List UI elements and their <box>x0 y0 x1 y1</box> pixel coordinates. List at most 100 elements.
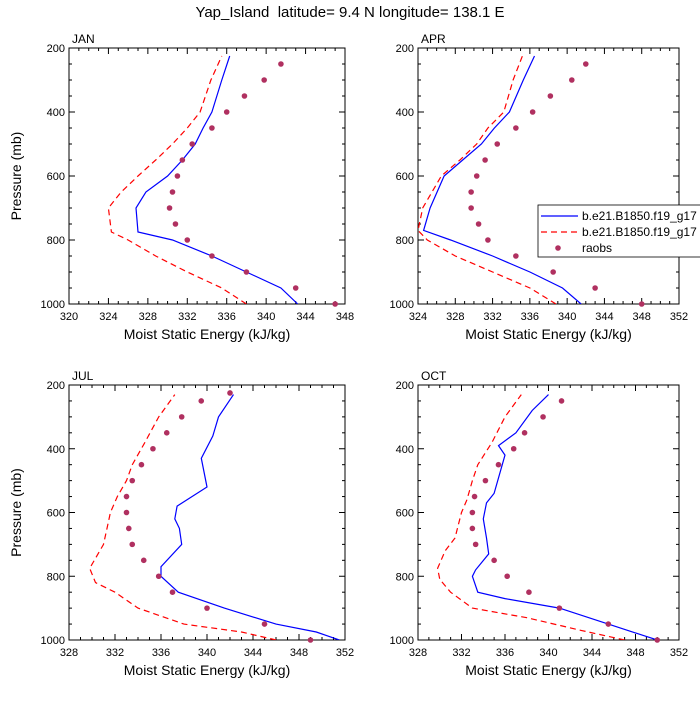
panel-oct: 328 332 336 340 344 348 352 200 400 600 800 1000 OCT… <box>390 369 689 678</box>
raobs-point <box>261 77 267 83</box>
y-axis-label: Pressure (mb) <box>8 132 24 221</box>
panel-label: JUL <box>72 369 94 383</box>
x-axis-label: Moist Static Energy (kJ/kg) <box>465 326 632 342</box>
x-tick-label: 324 <box>99 311 117 323</box>
x-tick-label: 332 <box>483 311 501 323</box>
raobs-point <box>485 237 491 243</box>
series-line-solid <box>135 55 299 304</box>
legend-box <box>537 204 700 258</box>
raobs-point <box>169 589 176 595</box>
raobs-point <box>495 461 502 468</box>
raobs-point <box>469 509 476 516</box>
y-tick-label: 800 <box>47 571 65 583</box>
raobs-point <box>468 205 474 211</box>
raobs-point <box>123 509 130 516</box>
y-tick-label: 1000 <box>41 299 65 311</box>
x-axis-label: Moist Static Energy (kJ/kg) <box>124 326 291 342</box>
figure-title: Yap_Island latitude= 9.4 N longitude= 13… <box>195 4 505 21</box>
raobs-point <box>654 637 661 643</box>
raobs-point <box>526 589 532 595</box>
raobs-point <box>261 621 268 627</box>
raobs-point <box>209 253 215 259</box>
raobs-point <box>513 253 519 259</box>
y-tick-label: 800 <box>47 235 65 247</box>
raobs-point <box>556 605 563 611</box>
raobs-point <box>521 430 528 436</box>
raobs-point <box>223 109 230 115</box>
raobs-point <box>166 205 173 211</box>
legend: b.e21.B1850.f19_g17 b.e21.B1850.f19_g17ra… <box>537 204 700 258</box>
x-tick-label: 336 <box>218 311 236 323</box>
raobs-point <box>469 525 476 532</box>
y-tick-label: 600 <box>396 508 414 520</box>
raobs-point <box>243 269 250 275</box>
y-tick-label: 600 <box>396 171 414 183</box>
raobs-point <box>184 237 191 243</box>
y-tick-label: 600 <box>47 171 65 183</box>
raobs-point <box>129 541 136 548</box>
x-tick-label: 352 <box>670 311 688 323</box>
raobs-point <box>189 141 196 147</box>
y-tick-label: 1000 <box>390 635 414 647</box>
x-tick-label: 320 <box>60 311 78 323</box>
raobs-point <box>227 390 233 396</box>
raobs-point <box>471 493 478 500</box>
y-tick-label: 1000 <box>41 635 65 647</box>
x-tick-label: 340 <box>257 311 275 323</box>
raobs-point <box>129 477 136 484</box>
series-line-dashed <box>89 394 277 640</box>
panel-label: APR <box>421 32 446 46</box>
series-line-solid <box>471 394 658 640</box>
plot-frame <box>417 47 680 305</box>
x-tick-label: 348 <box>336 311 354 323</box>
raobs-point <box>638 301 645 307</box>
raobs-point <box>605 621 612 627</box>
y-tick-label: 400 <box>396 444 414 456</box>
series-line-dashed <box>418 55 557 304</box>
x-tick-label: 328 <box>446 311 464 323</box>
series-line-solid <box>422 55 582 304</box>
x-tick-label: 352 <box>670 647 688 659</box>
raobs-point <box>155 573 162 580</box>
y-tick-label: 1000 <box>390 299 414 311</box>
raobs-point <box>332 301 338 307</box>
raobs-point <box>558 398 565 404</box>
x-tick-label: 332 <box>106 647 124 659</box>
raobs-point <box>491 557 497 564</box>
raobs-point <box>473 173 480 179</box>
y-tick-label: 800 <box>396 235 414 247</box>
raobs-point <box>482 477 489 484</box>
raobs-point <box>204 605 210 611</box>
raobs-point <box>126 525 132 532</box>
plot-frame <box>68 47 346 305</box>
y-tick-label: 400 <box>47 444 65 456</box>
panel-apr: 324 328 332 336 340 344 348 352 200 400 600 800 1000… <box>390 32 689 342</box>
raobs-point <box>529 109 536 115</box>
raobs-point <box>482 157 488 163</box>
panel-label: OCT <box>421 369 447 383</box>
raobs-point <box>307 637 314 643</box>
x-tick-label: 348 <box>290 647 308 659</box>
raobs-point <box>138 461 145 468</box>
panel-jan: 320 324 328 332 336 340 344 348 200 400 600 800 1000… <box>8 32 354 342</box>
x-tick-label: 340 <box>539 647 557 659</box>
panel-label: JAN <box>72 32 95 46</box>
panel-jul: 328 332 336 340 344 348 352 200 400 600 800 1000 JUL… <box>8 369 354 678</box>
raobs-point <box>163 430 170 436</box>
raobs-point <box>540 414 546 420</box>
y-tick-label: 200 <box>47 43 65 55</box>
x-tick-label: 348 <box>626 647 644 659</box>
raobs-point <box>510 445 517 452</box>
legend-label: raobs <box>582 241 612 255</box>
series-line-dashed <box>436 394 625 640</box>
x-tick-label: 344 <box>296 311 314 323</box>
x-tick-label: 344 <box>595 311 613 323</box>
y-axis-label: Pressure (mb) <box>8 468 24 557</box>
raobs-point <box>472 541 479 548</box>
x-tick-label: 340 <box>198 647 216 659</box>
series-line-dashed <box>107 55 247 304</box>
raobs-point <box>475 221 482 227</box>
x-tick-label: 336 <box>152 647 170 659</box>
raobs-point <box>209 125 215 131</box>
